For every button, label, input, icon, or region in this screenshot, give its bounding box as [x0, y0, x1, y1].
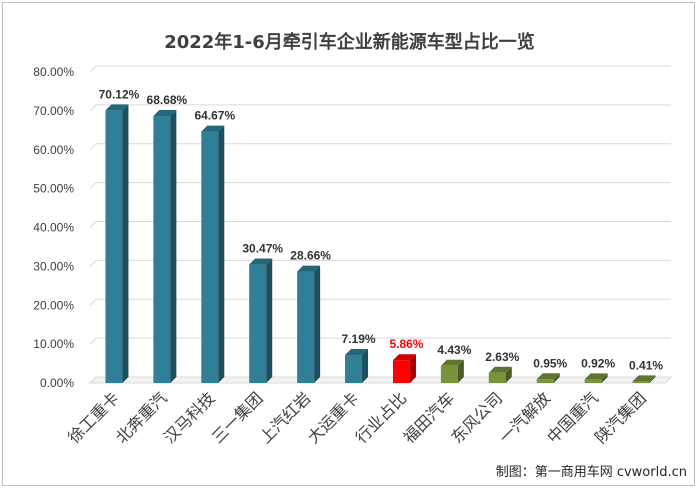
- x-tick-label: 汉马科技: [161, 389, 219, 447]
- bar-front: [345, 355, 363, 383]
- y-tick-label: 70.00%: [33, 104, 74, 118]
- y-tick-label: 30.00%: [33, 259, 74, 273]
- bar-side: [457, 359, 464, 383]
- data-label: 30.47%: [242, 242, 283, 256]
- data-label: 0.92%: [581, 356, 615, 370]
- x-tick-label: 大运重卡: [304, 389, 362, 447]
- y-tick-label: 50.00%: [33, 182, 74, 196]
- bar-top: [249, 258, 273, 265]
- bar-front: [297, 271, 315, 383]
- chart-floor: [88, 376, 673, 384]
- bar-top: [536, 373, 560, 380]
- bar-top: [488, 366, 512, 373]
- y-tick-label: 20.00%: [33, 298, 74, 312]
- x-tick-label: 中国重汽: [544, 389, 602, 447]
- x-tick-label: 东风公司: [448, 389, 506, 447]
- gridline-diagonal: [89, 298, 97, 306]
- x-tick-label: 三一集团: [209, 389, 267, 447]
- bar-front: [584, 379, 602, 383]
- x-tick-label: 陕汽集团: [592, 389, 650, 447]
- bar-side: [601, 373, 608, 383]
- data-label: 64.67%: [194, 109, 235, 123]
- bar-side: [266, 258, 273, 383]
- y-tick-label: 60.00%: [33, 143, 74, 157]
- gridline-diagonal: [89, 260, 97, 267]
- bar-front: [536, 379, 554, 383]
- data-label: 7.19%: [342, 332, 376, 346]
- data-label: 68.68%: [147, 93, 188, 107]
- bar-side: [409, 354, 416, 383]
- gridline-diagonal: [89, 143, 97, 151]
- gridline-diagonal: [89, 221, 97, 228]
- bar-front: [440, 365, 458, 383]
- bar-front: [392, 360, 410, 383]
- bar-top: [440, 359, 464, 366]
- data-label: 0.41%: [629, 358, 663, 372]
- y-tick-label: 80.00%: [33, 65, 74, 79]
- bar-top: [584, 373, 608, 380]
- bar-side: [553, 373, 560, 383]
- bar-side: [314, 265, 321, 383]
- chart-title: 2022年1-6月牵引车企业新能源车型占比一览: [164, 32, 535, 53]
- y-tick-label: 0.00%: [40, 376, 74, 390]
- x-tick-label: 徐工重卡: [65, 389, 123, 447]
- bar-top: [632, 375, 656, 382]
- data-label: 4.43%: [437, 343, 471, 357]
- bar-side: [122, 104, 129, 383]
- x-tick-label: 福田汽车: [400, 389, 458, 447]
- x-tick-label: 上汽红岩: [256, 389, 314, 447]
- y-tick-label: 40.00%: [33, 221, 74, 235]
- x-tick-label: 行业占比: [352, 389, 410, 447]
- bar-top: [153, 110, 177, 117]
- bar-top: [105, 104, 129, 111]
- gridline-diagonal: [89, 337, 97, 345]
- bar-top: [345, 349, 369, 356]
- bar-side: [505, 366, 512, 383]
- data-label: 0.95%: [533, 356, 567, 370]
- gridline-diagonal: [89, 104, 97, 112]
- bar-front: [105, 110, 123, 383]
- bar-top: [201, 125, 225, 132]
- bar-front: [632, 381, 650, 383]
- data-label: 28.66%: [290, 249, 331, 263]
- bar-front: [201, 131, 219, 383]
- bar-front: [153, 116, 171, 383]
- gridline-diagonal: [89, 182, 97, 189]
- gridline-diagonal: [89, 65, 97, 73]
- data-label: 5.86%: [389, 337, 423, 351]
- bar-front: [249, 264, 267, 383]
- bar-side: [362, 349, 369, 383]
- bar-top: [392, 354, 416, 361]
- bar-top: [297, 265, 321, 272]
- x-tick-label: 一汽解放: [496, 389, 554, 447]
- data-label: 2.63%: [485, 350, 519, 364]
- data-label: 70.12%: [99, 87, 140, 101]
- bar-front: [488, 372, 506, 383]
- bar-side: [649, 375, 656, 383]
- watermark: 制图：第一商用车网 cvworld.cn: [495, 465, 687, 480]
- y-tick-label: 10.00%: [33, 337, 74, 351]
- x-tick-label: 北奔重汽: [113, 389, 171, 447]
- bar-side: [170, 110, 177, 383]
- bar-side: [218, 125, 225, 384]
